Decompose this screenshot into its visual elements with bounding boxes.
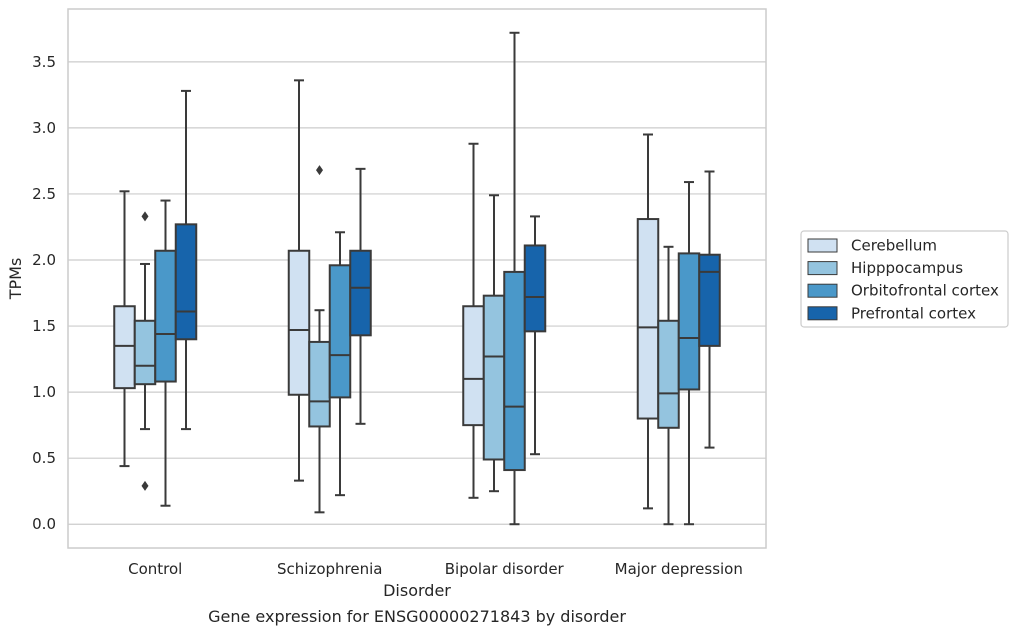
y-tick-label: 0.0 — [32, 515, 56, 533]
box-body — [503, 270, 526, 472]
y-tick-label: 1.5 — [32, 317, 56, 335]
box — [328, 231, 352, 497]
box-body — [287, 249, 311, 396]
x-tick-label: Major depression — [615, 560, 743, 578]
chart-caption: Gene expression for ENSG00000271843 by d… — [208, 607, 626, 626]
box — [308, 165, 331, 514]
x-axis-ticks: Control Schizophrenia Bipolar disorder Majo… — [128, 560, 743, 578]
x-axis-label: Disorder — [383, 581, 451, 600]
box — [636, 133, 660, 510]
y-tick-label: 3.5 — [32, 53, 56, 71]
box — [482, 194, 506, 493]
legend-swatch — [807, 261, 838, 276]
legend-label: Hipppocampus — [851, 259, 963, 277]
box-body — [113, 305, 136, 390]
legend-swatch — [807, 238, 838, 253]
box — [113, 190, 136, 468]
x-tick-label: Schizophrenia — [277, 560, 382, 578]
legend-swatch — [807, 283, 838, 298]
box-body — [154, 249, 177, 383]
box — [349, 167, 372, 425]
box — [133, 211, 157, 491]
legend-frame — [800, 230, 1009, 328]
box — [174, 89, 198, 431]
box — [287, 79, 311, 482]
legend: Cerebellum Hipppocampus Orbitofrontal cort… — [800, 230, 1009, 328]
box-series — [113, 31, 721, 526]
box-body — [677, 252, 701, 391]
box — [503, 31, 526, 526]
box-body — [698, 253, 721, 347]
box-body — [636, 218, 660, 420]
box — [657, 245, 680, 526]
box-body — [133, 319, 157, 386]
y-axis-label: TPMs — [6, 258, 25, 301]
x-tick-label: Control — [128, 560, 182, 578]
box-body — [308, 340, 331, 428]
x-tick-label: Bipolar disorder — [445, 560, 565, 578]
box-body — [349, 249, 372, 337]
legend-swatch — [807, 306, 838, 321]
y-tick-label: 2.5 — [32, 185, 56, 203]
box — [677, 181, 701, 526]
plot-area — [67, 8, 767, 549]
y-axis-ticks: 0.0 0.5 1.0 1.5 2.0 2.5 3.0 3.5 — [32, 53, 56, 533]
box-body — [482, 294, 506, 461]
box-body — [328, 264, 352, 399]
legend-label: Orbitofrontal cortex — [851, 282, 999, 300]
y-tick-label: 1.0 — [32, 383, 56, 401]
box — [154, 199, 177, 507]
outlier-point — [141, 480, 149, 491]
outlier-point — [316, 165, 323, 176]
y-tick-label: 2.0 — [32, 251, 56, 269]
box-body — [523, 244, 547, 333]
box — [523, 215, 547, 456]
y-tick-label: 3.0 — [32, 119, 56, 137]
legend-label: Cerebellum — [851, 237, 937, 255]
box-body — [657, 319, 680, 429]
legend-label: Prefrontal cortex — [851, 304, 976, 322]
y-tick-label: 0.5 — [32, 449, 56, 467]
box — [462, 142, 485, 499]
box-body — [174, 223, 198, 341]
outlier-point — [141, 211, 149, 222]
box-body — [462, 305, 485, 427]
box — [698, 170, 721, 449]
